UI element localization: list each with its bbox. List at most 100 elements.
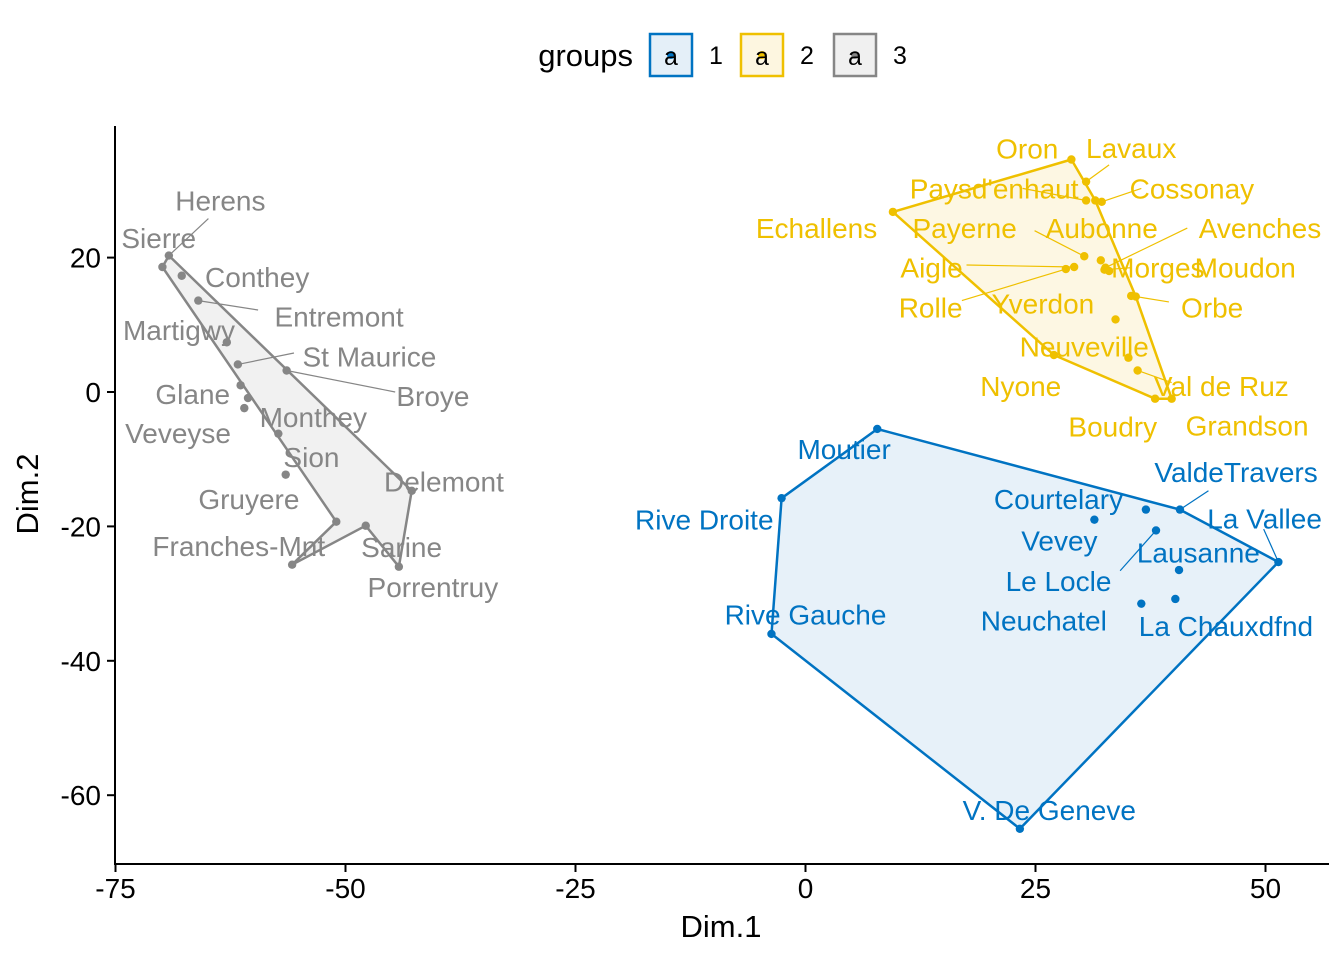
legend-key-box: [739, 32, 785, 78]
legend-key-box: [648, 32, 694, 78]
leader-line: [1179, 490, 1209, 511]
x-tick-label: -50: [325, 873, 365, 904]
data-point: [1141, 505, 1151, 514]
data-point: [164, 251, 174, 260]
data-point: [767, 629, 776, 639]
x-tick-label: 50: [1250, 873, 1281, 904]
y-tick-label: -20: [61, 511, 101, 542]
data-point: [287, 560, 297, 569]
point-label: Avenches: [1199, 213, 1321, 244]
point-label: La Vallee: [1207, 503, 1322, 534]
y-tick-label: -40: [61, 646, 101, 677]
x-tick-label: 25: [1020, 873, 1051, 904]
legend-key-point: [758, 51, 766, 59]
data-points: [158, 155, 1283, 833]
point-label: Yverdon: [991, 288, 1094, 319]
data-point: [361, 521, 370, 530]
data-point: [1080, 252, 1089, 261]
point-label: Martigwy: [123, 315, 235, 346]
legend-label: 2: [800, 42, 814, 70]
leader-line: [961, 268, 1067, 302]
leader-line: [1022, 187, 1087, 202]
data-point: [240, 403, 249, 413]
leader-line: [966, 264, 1075, 268]
data-point: [1081, 177, 1091, 186]
legend-key-point: [667, 51, 675, 59]
data-point: [332, 517, 341, 526]
point-label: Moutier: [797, 434, 890, 465]
data-point: [394, 562, 404, 571]
point-label: Sierre: [121, 223, 196, 254]
data-point: [1151, 526, 1161, 535]
point-label: Sion: [283, 442, 339, 473]
point-label: Monthey: [260, 402, 367, 433]
point-label: Grandson: [1186, 411, 1309, 442]
x-tick-label: 0: [798, 873, 814, 904]
point-label: St Maurice: [303, 341, 437, 372]
point-label: Herens: [175, 185, 265, 216]
y-axis-ticks: -60 -40 -20 0 20: [61, 243, 115, 811]
point-label: Porrentruy: [368, 572, 499, 603]
data-point: [1131, 292, 1140, 301]
data-point: [777, 493, 786, 503]
x-tick-label: -75: [95, 873, 135, 904]
leader-line: [1135, 295, 1169, 303]
point-label: Aigle: [900, 253, 962, 284]
point-label: Broye: [396, 381, 469, 412]
point-label: Sarine: [361, 532, 442, 563]
y-tick-label: 20: [70, 243, 101, 274]
leader-line: [1085, 164, 1110, 183]
data-point: [1133, 366, 1142, 375]
y-tick-label: -60: [61, 780, 101, 811]
data-point: [1124, 353, 1133, 362]
point-label: Lausanne: [1137, 538, 1260, 569]
legend-title: groups: [538, 38, 633, 73]
point-label: Echallens: [756, 213, 877, 244]
point-label: Orbe: [1181, 292, 1243, 323]
data-point: [1096, 256, 1106, 265]
data-point: [1111, 315, 1120, 324]
point-label: V. De Geneve: [963, 795, 1136, 826]
point-label: Veveyse: [125, 418, 231, 449]
data-point: [1067, 155, 1076, 164]
point-label: Aubonne: [1046, 213, 1158, 244]
data-point: [274, 429, 283, 438]
data-point: [282, 366, 291, 375]
data-point: [194, 296, 203, 305]
leader-line: [237, 352, 295, 366]
data-point: [1090, 515, 1099, 524]
legend-key-glyph: a: [755, 43, 769, 71]
data-point: [222, 338, 232, 347]
data-point: [236, 381, 245, 390]
data-point: [1274, 557, 1283, 567]
point-label: Nyone: [980, 371, 1061, 402]
y-tick-label: 0: [85, 377, 101, 408]
point-label: Lavaux: [1086, 133, 1176, 164]
point-label: Neuchatel: [981, 605, 1107, 636]
cluster-hull-3: [161, 254, 413, 568]
data-point: [177, 271, 186, 280]
data-point: [1137, 599, 1146, 608]
data-point: [1091, 196, 1100, 205]
data-point: [281, 470, 290, 479]
point-label: Boudry: [1068, 411, 1157, 442]
data-point: [1069, 262, 1079, 272]
data-point: [1081, 196, 1091, 205]
data-point: [1097, 197, 1106, 207]
point-label: Rive Droite: [635, 505, 773, 536]
data-point: [1150, 394, 1160, 403]
point-label: Gruyere: [198, 484, 299, 515]
point-label: Rolle: [899, 292, 963, 323]
leader-line: [1119, 530, 1157, 572]
point-label: Cossonay: [1130, 173, 1255, 204]
point-label: Entremont: [274, 302, 403, 333]
legend-key-glyph: a: [848, 43, 862, 71]
point-label: Delemont: [384, 466, 504, 497]
leader-line: [286, 369, 396, 393]
data-point: [873, 424, 882, 434]
x-axis-ticks: -75 -50 -25 0 25 50: [95, 864, 1281, 904]
